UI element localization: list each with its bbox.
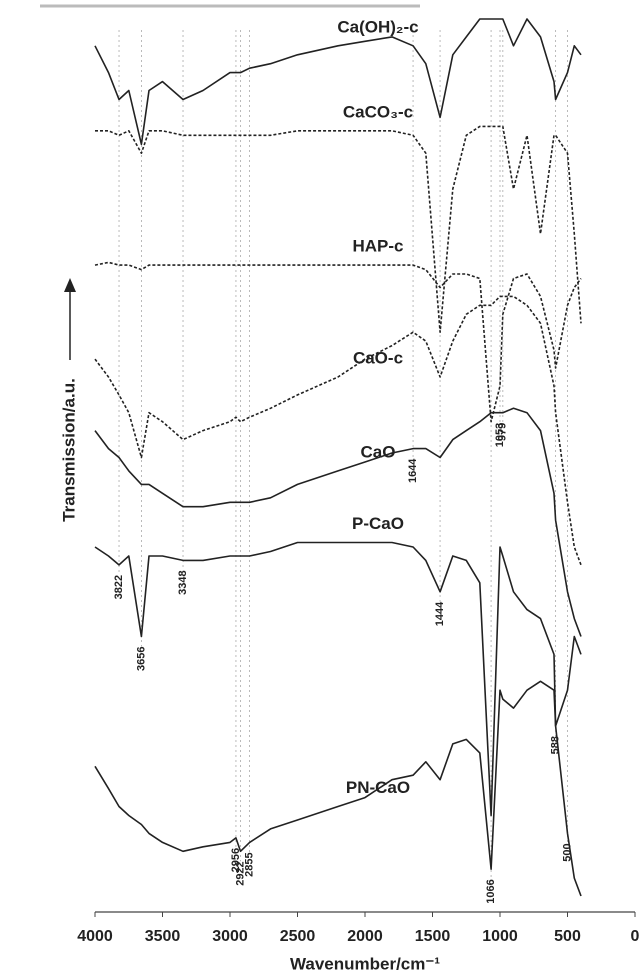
- spectrum: [94, 407, 582, 637]
- x-tick-label: 3500: [145, 928, 181, 945]
- peak-label: 979: [497, 423, 509, 441]
- peak-label: 2956: [230, 848, 242, 872]
- series-label: CaCO₃-c: [343, 102, 413, 121]
- peak-label: 1644: [407, 458, 419, 483]
- x-tick-label: 2500: [280, 928, 316, 945]
- peak-label: 3656: [135, 647, 147, 671]
- x-tick-label: 0: [631, 928, 640, 945]
- spectrum: [94, 18, 582, 146]
- x-tick-label: 4000: [77, 928, 113, 945]
- peak-label: 1066: [485, 879, 497, 903]
- x-tick-label: 500: [554, 928, 581, 945]
- x-tick-label: 1000: [482, 928, 518, 945]
- y-arrow-head: [64, 278, 76, 292]
- series-label: P-CaO: [352, 514, 404, 533]
- peak-label: 1444: [434, 601, 446, 626]
- spectrum: [94, 295, 582, 566]
- spectrum: [94, 680, 582, 897]
- y-axis-label: Transmission/a.u.: [59, 378, 78, 522]
- peak-label: 1053: [494, 423, 506, 447]
- peak-label: 2922: [234, 861, 246, 885]
- x-axis-label: Wavenumber/cm⁻¹: [290, 954, 440, 973]
- series-label: Ca(OH)₂-c: [337, 17, 418, 36]
- spectrum: [94, 261, 582, 423]
- peak-label: 3822: [113, 575, 125, 599]
- series-label: HAP-c: [352, 237, 403, 256]
- peak-label: 2855: [243, 852, 255, 876]
- peak-label: 588: [550, 736, 562, 754]
- x-tick-label: 2000: [347, 928, 383, 945]
- x-tick-label: 1500: [415, 928, 451, 945]
- spectrum: [94, 541, 582, 817]
- spectrum: [95, 125, 582, 333]
- peak-label: 3348: [177, 570, 189, 594]
- series-label: PN-CaO: [346, 778, 410, 797]
- x-tick-label: 3000: [212, 928, 248, 945]
- series-label: CaO-c: [353, 348, 403, 367]
- series-label: CaO: [361, 442, 396, 461]
